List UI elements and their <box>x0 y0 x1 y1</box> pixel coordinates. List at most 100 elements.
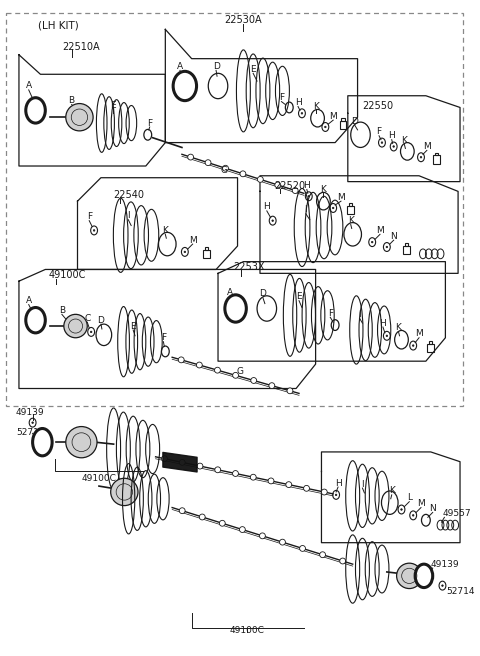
Circle shape <box>215 467 221 473</box>
Circle shape <box>322 489 327 495</box>
Ellipse shape <box>415 564 432 588</box>
Circle shape <box>233 373 239 379</box>
Ellipse shape <box>33 428 52 456</box>
Circle shape <box>401 508 402 510</box>
Circle shape <box>180 459 185 465</box>
Circle shape <box>251 378 257 383</box>
Text: F: F <box>328 309 333 318</box>
Text: D: D <box>351 117 358 125</box>
Circle shape <box>184 251 186 253</box>
Text: M: M <box>189 236 196 245</box>
Circle shape <box>287 388 293 394</box>
Circle shape <box>320 552 325 558</box>
Bar <box>349 203 352 206</box>
Bar <box>339 121 347 129</box>
Text: H: H <box>335 479 341 487</box>
Text: C: C <box>84 314 90 323</box>
Text: A: A <box>227 289 233 297</box>
Text: M: M <box>337 193 345 202</box>
Circle shape <box>233 470 239 476</box>
Circle shape <box>90 331 92 333</box>
Circle shape <box>268 478 274 484</box>
Text: M: M <box>417 499 425 508</box>
Circle shape <box>93 230 95 231</box>
Text: E: E <box>251 65 256 74</box>
Text: 52714: 52714 <box>16 428 45 437</box>
Text: 49100C: 49100C <box>230 626 265 635</box>
Circle shape <box>275 182 281 188</box>
Circle shape <box>111 478 138 506</box>
Circle shape <box>64 314 87 338</box>
Bar <box>433 155 440 163</box>
Text: A: A <box>25 296 32 305</box>
Text: M: M <box>376 226 384 235</box>
Text: 22550: 22550 <box>362 100 394 110</box>
Text: 49557: 49557 <box>443 509 471 518</box>
Circle shape <box>381 142 383 144</box>
Circle shape <box>257 176 263 182</box>
Circle shape <box>372 241 373 243</box>
Text: H: H <box>295 98 301 107</box>
Text: A: A <box>25 81 32 91</box>
Text: D: D <box>213 62 219 71</box>
Text: I: I <box>358 310 361 319</box>
Bar <box>203 250 210 258</box>
Text: M: M <box>423 142 431 151</box>
Text: F: F <box>161 333 166 342</box>
Text: (LH KIT): (LH KIT) <box>38 20 79 30</box>
Text: E: E <box>130 321 136 331</box>
Text: L: L <box>407 493 412 502</box>
Bar <box>435 153 438 155</box>
Text: F: F <box>87 213 92 221</box>
Bar <box>405 243 408 246</box>
Circle shape <box>304 485 310 491</box>
Circle shape <box>308 195 310 197</box>
Bar <box>6 13 463 406</box>
Circle shape <box>336 494 337 496</box>
Text: B: B <box>69 96 75 105</box>
Circle shape <box>412 345 414 346</box>
Circle shape <box>251 474 256 480</box>
Text: F: F <box>376 127 382 136</box>
Ellipse shape <box>225 295 246 322</box>
Circle shape <box>332 207 334 209</box>
Bar <box>403 246 410 255</box>
Text: I: I <box>361 480 364 489</box>
Circle shape <box>340 558 346 564</box>
Circle shape <box>205 160 211 165</box>
Text: K: K <box>162 226 168 235</box>
Text: H: H <box>303 181 310 190</box>
Text: K: K <box>348 216 354 225</box>
Bar <box>341 119 345 121</box>
Circle shape <box>188 154 193 160</box>
Circle shape <box>269 382 275 388</box>
Text: G: G <box>237 367 244 377</box>
Text: H: H <box>264 203 270 211</box>
Circle shape <box>32 422 34 423</box>
Bar <box>429 341 432 344</box>
Circle shape <box>300 546 305 551</box>
Text: E: E <box>110 101 116 110</box>
Circle shape <box>240 527 245 533</box>
Text: A: A <box>177 62 183 71</box>
Circle shape <box>393 146 395 148</box>
Text: I: I <box>304 205 307 215</box>
Circle shape <box>178 357 184 363</box>
Text: N: N <box>429 504 436 513</box>
Text: B: B <box>59 306 65 315</box>
Circle shape <box>286 482 292 487</box>
Circle shape <box>199 514 205 520</box>
Text: I: I <box>127 211 130 220</box>
Ellipse shape <box>173 72 196 100</box>
Text: F: F <box>279 93 284 102</box>
Text: M: M <box>415 329 423 338</box>
Circle shape <box>196 362 202 368</box>
Text: 49139: 49139 <box>16 409 45 417</box>
Circle shape <box>240 171 246 176</box>
Text: H: H <box>380 319 386 327</box>
Circle shape <box>301 113 303 114</box>
Text: 52714: 52714 <box>446 587 475 596</box>
Bar <box>348 206 354 215</box>
Bar <box>427 344 434 352</box>
Text: K: K <box>321 185 326 194</box>
